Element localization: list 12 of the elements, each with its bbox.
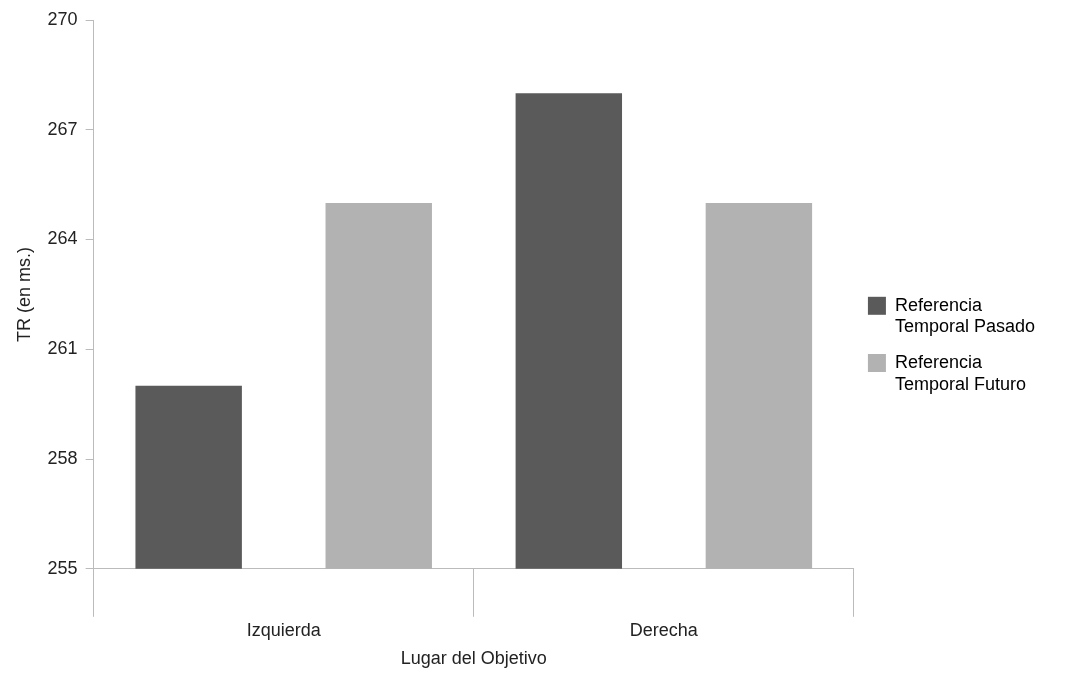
legend-label: Referencia Temporal Futuro: [894, 351, 1026, 394]
x-axis-title: Lugar del Objetivo: [400, 648, 547, 669]
y-tick-label: 267: [47, 118, 78, 139]
y-tick-label: 255: [47, 557, 78, 578]
y-tick-label: 261: [47, 338, 78, 359]
y-tick-label: 258: [47, 448, 78, 469]
legend-label: Referencia Temporal Pasado: [894, 294, 1036, 337]
y-tick-label: 270: [47, 8, 78, 29]
y-tick-label: 264: [47, 228, 78, 249]
y-axis-title: TR (en ms.): [13, 246, 34, 342]
x-tick-label: Izquierda: [246, 619, 322, 640]
x-tick-label: Derecha: [629, 619, 699, 640]
